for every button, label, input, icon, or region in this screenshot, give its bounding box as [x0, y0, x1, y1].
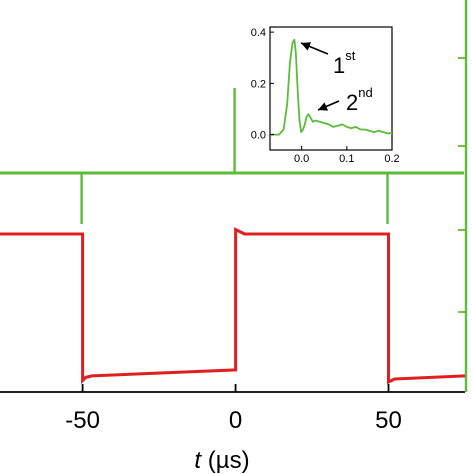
first-peak-arrow-head — [301, 42, 312, 51]
main-ticks: -50 0 50 — [65, 384, 402, 434]
peak-label-superscript: st — [345, 48, 356, 63]
inset-y-tick-label-0: 0.0 — [251, 130, 266, 142]
x-tick-label-0: -50 — [65, 407, 100, 434]
main-series — [0, 88, 466, 385]
peak-label-number: 1 — [333, 53, 345, 78]
inset-series — [270, 38, 392, 136]
inset-y-tick-label-1: 0.2 — [251, 78, 266, 90]
x-axis-label-unit: (µs) — [201, 447, 249, 474]
inset-axes — [269, 26, 393, 151]
first-peak-label: 1st — [333, 48, 356, 78]
inset-x-tick-label-0: 0.0 — [294, 153, 309, 165]
inset-annotations: 1st 2nd — [300, 42, 373, 115]
inset-x-tick-label-1: 0.1 — [339, 153, 354, 165]
inset-series-line — [270, 38, 392, 136]
inset-ticks: 0.0 0.1 0.2 0.0 0.2 0.4 — [251, 27, 400, 165]
second-peak-label: 2nd — [346, 85, 373, 115]
peak-label-superscript: nd — [358, 85, 372, 100]
red-series-line — [0, 227, 466, 385]
inset-y-tick-label-2: 0.4 — [251, 27, 266, 39]
peak-label-number: 2 — [346, 90, 358, 115]
inset-frame — [269, 26, 393, 151]
x-tick-label-1: 0 — [229, 407, 242, 434]
inset-x-tick-label-2: 0.2 — [384, 153, 399, 165]
inset-chart: 0.0 0.1 0.2 0.0 0.2 0.4 1st 2nd — [251, 26, 400, 165]
x-axis-label: t (µs) — [194, 447, 249, 474]
x-axis-label-variable: t — [194, 447, 202, 474]
main-axes — [0, 0, 468, 393]
x-tick-label-2: 50 — [375, 407, 402, 434]
second-peak-arrow-head — [318, 102, 329, 111]
